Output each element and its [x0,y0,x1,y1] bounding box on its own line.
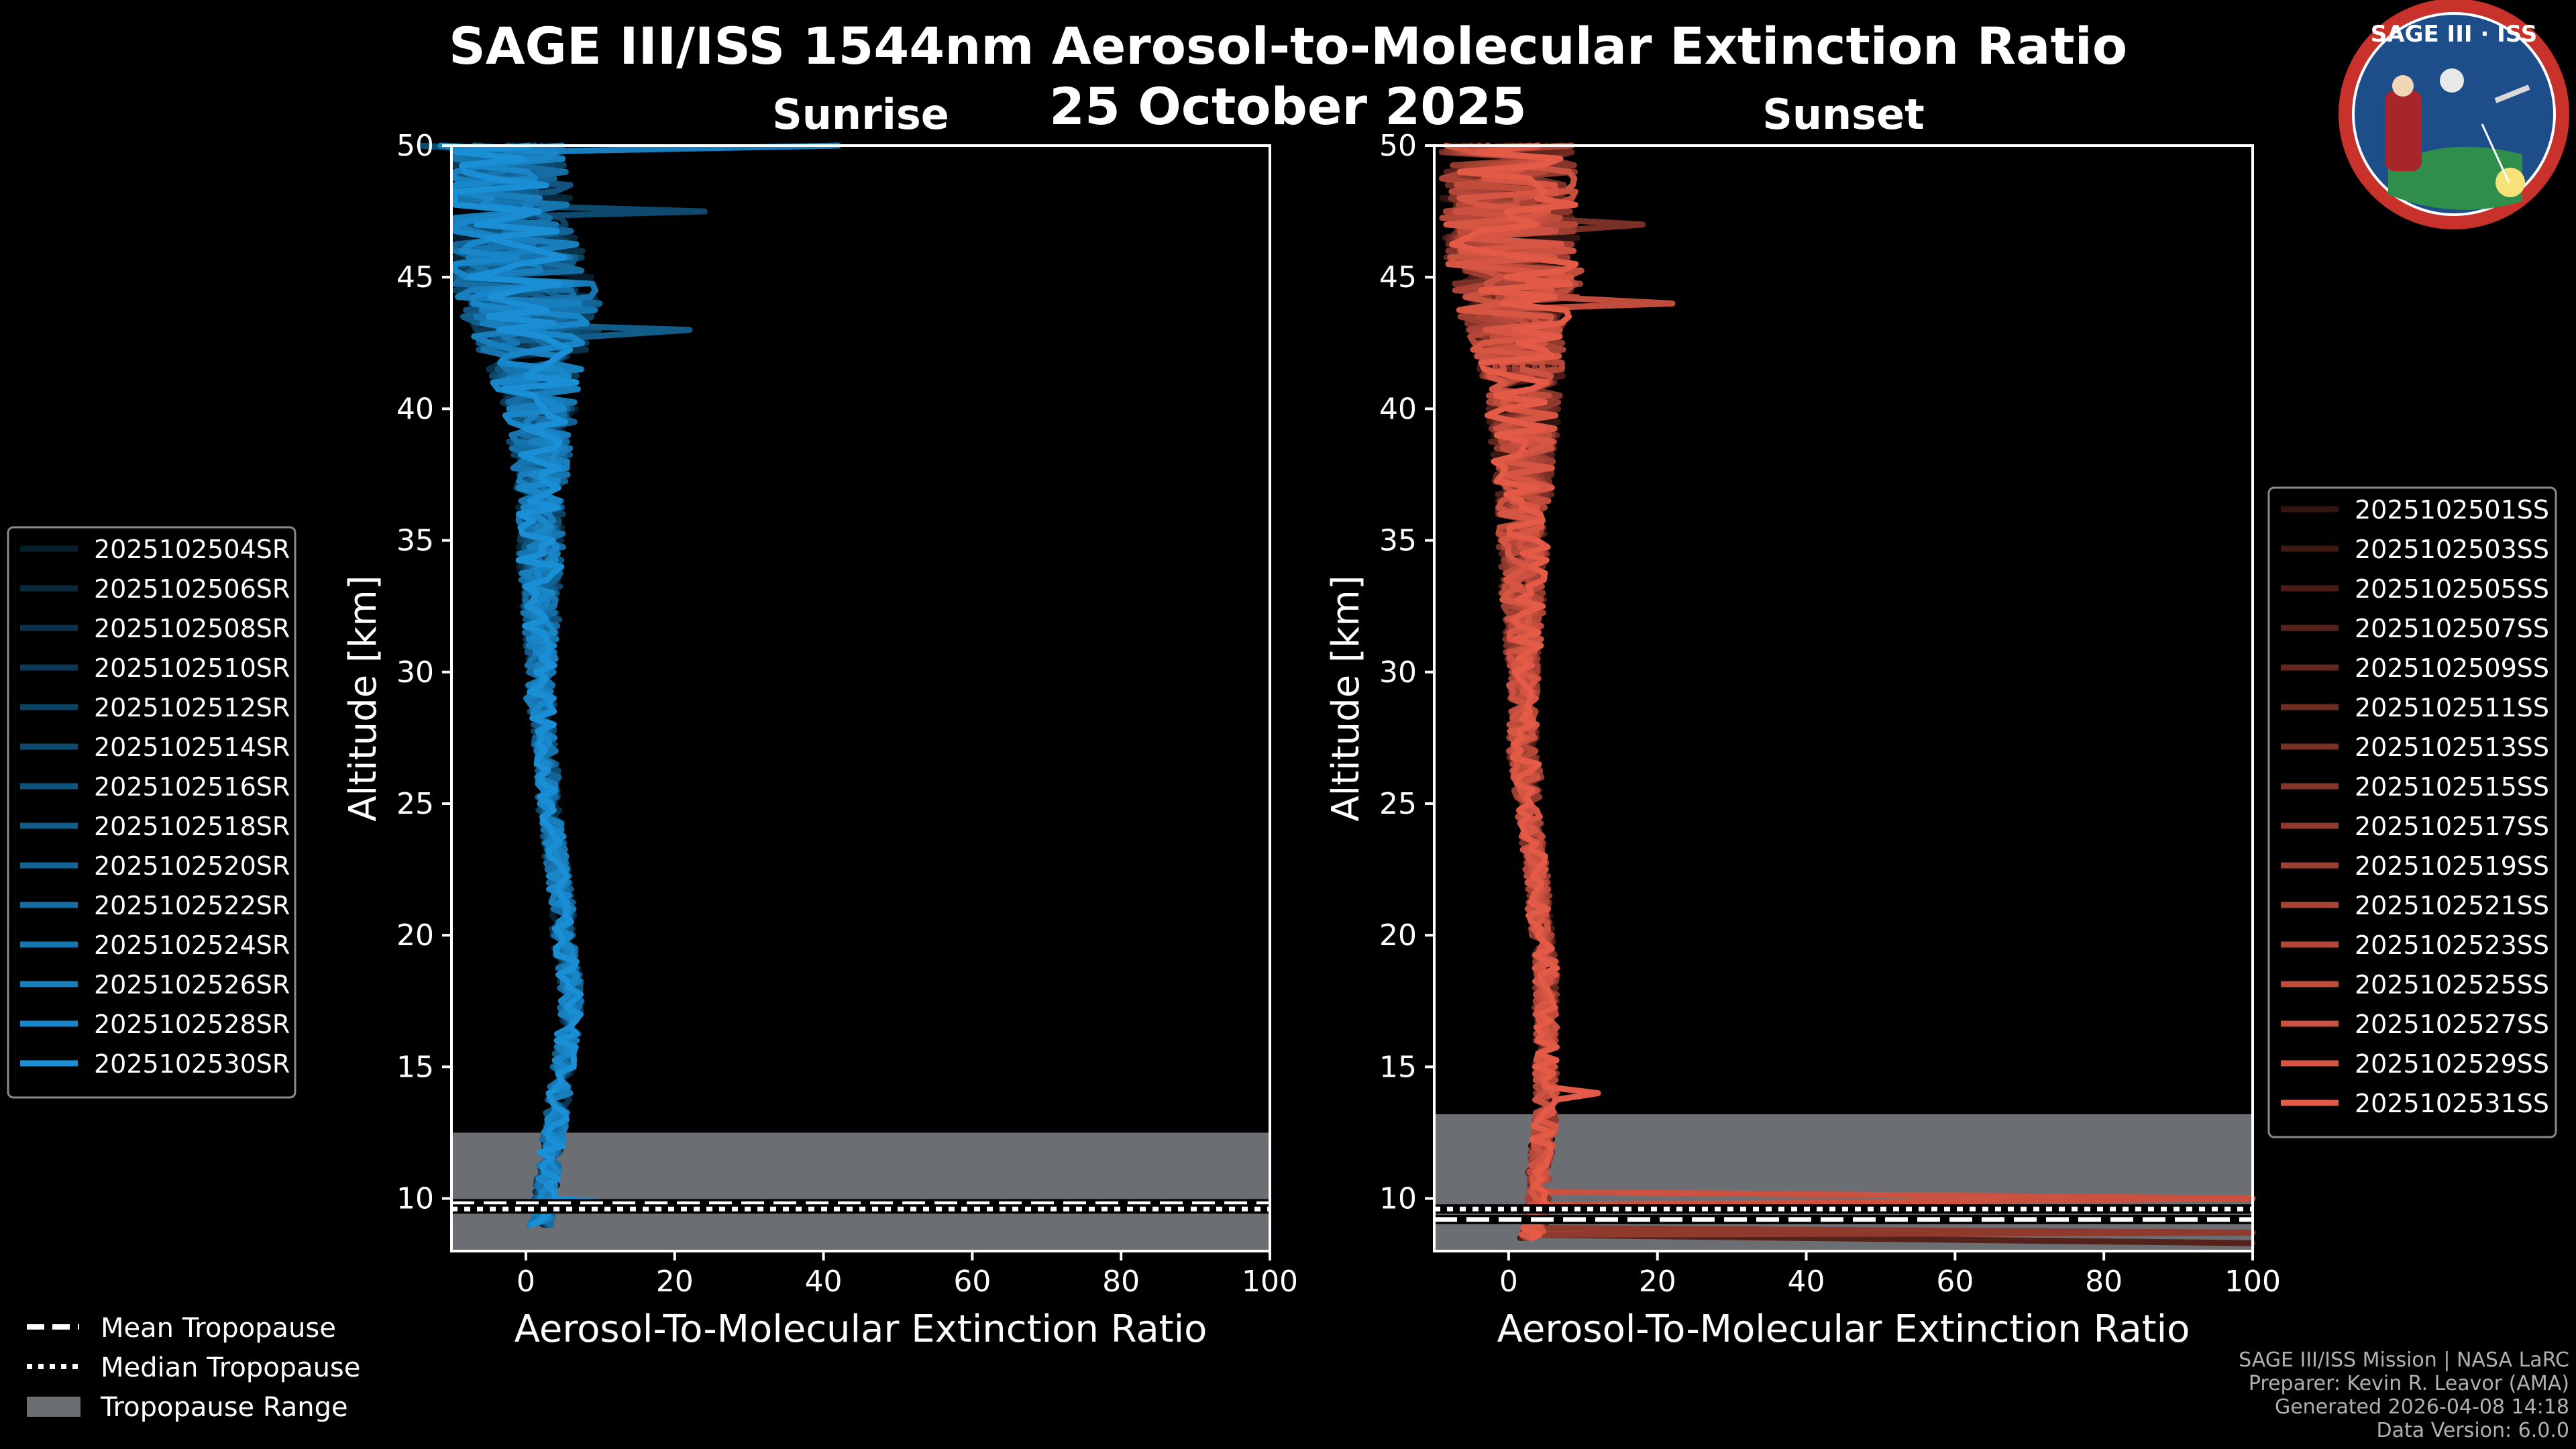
mean-tropopause-label: Mean Tropopause [101,1313,336,1344]
sunset-legend-label: 2025102523SS [2355,930,2549,960]
sunrise-y-tick-label: 45 [396,260,434,294]
sunrise-plot-frame [450,144,1271,1252]
mission-logo: SAGE III · ISS [2339,0,2569,229]
footer: SAGE III/ISS Mission | NASA LaRC Prepare… [2239,1348,2569,1442]
footer-data-version: Data Version: 6.0.0 [2377,1419,2569,1442]
sunrise-y-tick-label: 20 [396,918,434,953]
sunrise-y-axis-label: Altitude [km] [341,575,385,821]
logo-top-text: SAGE III · ISS [2371,21,2537,48]
tropopause-legend: Mean Tropopause Median Tropopause Tropop… [27,1313,360,1423]
sunrise-legend-label: 2025102510SR [94,653,290,683]
sunrise-y-tick-label: 10 [396,1182,434,1216]
sunset-y-tick-label: 20 [1379,918,1417,953]
logo-sun [2496,168,2525,197]
sunset-legend-label: 2025102515SS [2355,772,2549,802]
sunrise-x-tick-label: 40 [805,1265,843,1299]
sunset-x-axis-label: Aerosol-To-Molecular Extinction Ratio [1497,1307,2190,1351]
sunset-x-tick-label: 80 [2085,1265,2123,1299]
sunset-series-line-2025102531SS [1449,142,1601,1241]
sunset-y-tick-label: 50 [1379,129,1417,163]
tropopause-range-swatch [27,1397,80,1417]
sunrise-series-line-2025102530SR [452,142,663,1228]
sunset-legend-label: 2025102517SS [2355,812,2549,841]
sunrise-legend-label: 2025102514SR [94,733,290,762]
sunrise-x-tick-label: 0 [517,1265,535,1299]
sunset-legend-label: 2025102529SS [2355,1049,2549,1079]
sunset-series-line-2025102527SS [1447,142,2256,1241]
footer-preparer: Preparer: Kevin R. Leavor (AMA) [2249,1372,2569,1395]
sunrise-x-tick-label: 60 [953,1265,991,1299]
sunrise-panel-title: Sunrise [772,90,949,139]
sunset-legend-label: 2025102505SS [2355,574,2549,604]
sunrise-legend-label: 2025102520SR [94,851,290,881]
sunset-legend-label: 2025102519SS [2355,851,2549,881]
sunset-legend-label: 2025102527SS [2355,1010,2549,1039]
sunrise-y-tick-label: 50 [396,129,434,163]
sunset-legend-label: 2025102503SS [2355,535,2549,564]
sunrise-legend-frame [7,526,297,1099]
sunset-plot-area [1434,146,2253,1251]
sunset-panel-title: Sunset [1762,90,1925,139]
sunrise-y-tick-label: 35 [396,524,434,558]
sunset-y-tick-label: 10 [1379,1182,1417,1216]
sunrise-x-axis-label: Aerosol-To-Molecular Extinction Ratio [515,1307,1208,1351]
sunrise-x-tick-label: 100 [1242,1265,1298,1299]
sunset-x-tick-label: 40 [1788,1265,1825,1299]
sunset-legend: 2025102501SS 2025102503SS 2025102505SS 2025… [2267,486,2557,1138]
sunset-legend-label: 2025102509SS [2355,653,2549,683]
sunset-x-tick-label: 20 [1639,1265,1676,1299]
figure-date: 25 October 2025 [1049,76,1527,136]
sunrise-legend-label: 2025102506SR [94,574,290,604]
sunrise-y-tick-label: 15 [396,1050,434,1084]
sunrise-legend-label: 2025102518SR [94,812,290,841]
sunset-legend-frame [2267,486,2557,1138]
sunset-y-tick-label: 45 [1379,260,1417,294]
sunrise-legend-label: 2025102516SR [94,772,290,802]
sunrise-legend-label: 2025102528SR [94,1010,290,1039]
sunrise-x-tick-label: 20 [656,1265,694,1299]
sunrise-legend-label: 2025102522SR [94,891,290,920]
sunset-x-tick-label: 0 [1499,1265,1518,1299]
sunset-legend-label: 2025102501SS [2355,495,2549,525]
sunset-legend-label: 2025102531SS [2355,1089,2549,1118]
sunset-legend-label: 2025102511SS [2355,693,2549,722]
sunrise-legend-label: 2025102524SR [94,930,290,960]
sunrise-x-tick-label: 80 [1102,1265,1140,1299]
sunrise-legend-label: 2025102526SR [94,970,290,1000]
sunset-panel: 0 20 40 60 80 100 10 15 20 25 30 35 40 45 50 Aerosol-T… [1324,129,2281,1351]
sunrise-legend-label: 2025102508SR [94,614,290,643]
sunset-y-tick-label: 15 [1379,1050,1417,1084]
sunrise-tropopause-range [451,1132,1270,1251]
sunset-x-tick-label: 60 [1936,1265,1974,1299]
sunset-y-tick-label: 30 [1379,655,1417,690]
sunrise-legend: 2025102504SR 2025102506SR 2025102508SR 2025… [7,526,297,1099]
sunset-plot-frame [1433,144,2254,1252]
sunrise-legend-label: 2025102530SR [94,1049,290,1079]
sunset-x-tick-label: 100 [2224,1265,2281,1299]
sunset-legend-label: 2025102513SS [2355,733,2549,762]
logo-moon [2440,68,2464,93]
sunset-y-tick-label: 25 [1379,787,1417,821]
sunrise-panel: 0 20 40 60 80 100 10 15 20 25 30 35 40 45 50 Aerosol-T… [341,129,1298,1351]
sunset-legend-label: 2025102521SS [2355,891,2549,920]
sunset-legend-label: 2025102507SS [2355,614,2549,643]
median-tropopause-label: Median Tropopause [101,1352,360,1383]
sunrise-y-tick-label: 25 [396,787,434,821]
sunrise-legend-label: 2025102504SR [94,535,290,564]
sunset-legend-label: 2025102525SS [2355,970,2549,1000]
sunset-y-tick-label: 35 [1379,524,1417,558]
footer-mission: SAGE III/ISS Mission | NASA LaRC [2239,1348,2569,1372]
logo-earth [2388,146,2522,210]
sunset-y-tick-label: 40 [1379,392,1417,426]
sunrise-y-tick-label: 30 [396,655,434,690]
sunrise-y-tick-label: 40 [396,392,434,426]
tropopause-range-label: Tropopause Range [100,1392,348,1423]
sunset-y-axis-label: Altitude [km] [1324,575,1368,821]
sunrise-legend-label: 2025102512SR [94,693,290,722]
logo-wizard [2385,91,2422,171]
figure-title: SAGE III/ISS 1544nm Aerosol-to-Molecular… [449,16,2127,76]
footer-generated: Generated 2026-04-08 14:18 [2275,1395,2569,1419]
